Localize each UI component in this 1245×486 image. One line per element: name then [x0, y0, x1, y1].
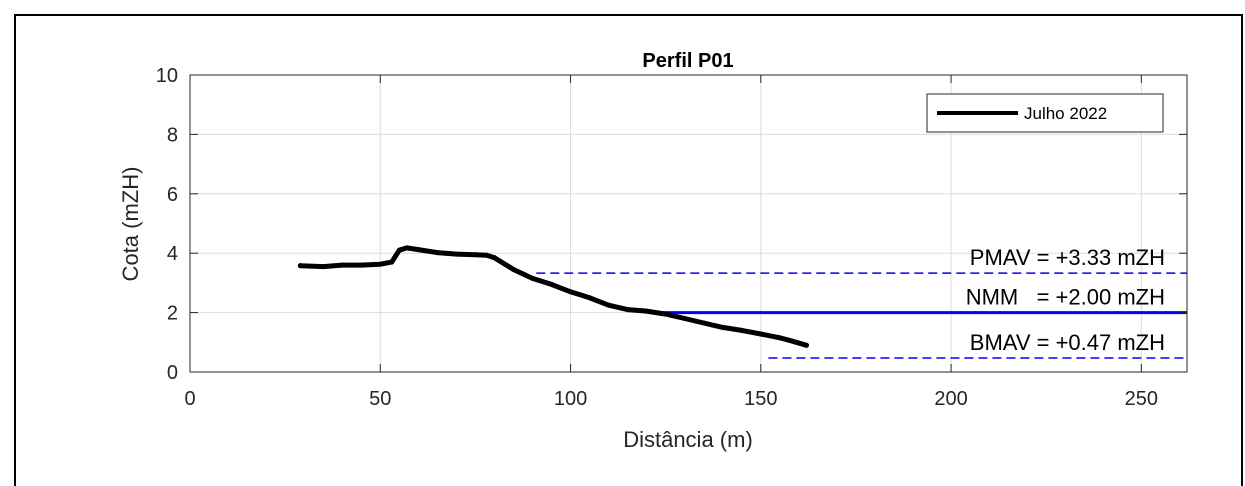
reference-line-label: NMM = +2.00 mZH — [966, 285, 1165, 310]
y-tick-label: 6 — [167, 184, 178, 206]
figure-frame — [14, 14, 1243, 486]
y-tick-label: 4 — [167, 243, 178, 265]
y-tick-label: 10 — [156, 65, 178, 87]
plot-box — [189, 74, 1188, 373]
x-tick-label: 100 — [554, 388, 587, 410]
data-point — [625, 307, 631, 313]
y-axis-label: Cota (mZH) — [118, 167, 143, 282]
data-point — [491, 255, 497, 261]
ticks: 0 50 100 150 200 250 0 2 4 6 8 10 — [156, 65, 1187, 410]
y-tick-label: 8 — [167, 124, 178, 146]
data-point — [484, 252, 490, 258]
profile-chart: 0 50 100 150 200 250 0 2 4 6 8 10 PMAV = +3.33 mZH N… — [118, 50, 1188, 452]
legend: Julho 2022 — [926, 93, 1164, 133]
data-point — [415, 247, 421, 253]
data-point — [510, 267, 516, 273]
reference-lines — [536, 272, 1187, 359]
data-point — [396, 247, 402, 253]
data-point — [404, 245, 410, 251]
y-tick-label: 0 — [167, 362, 178, 384]
x-axis-label: Distância (m) — [623, 427, 753, 452]
data-point — [663, 311, 669, 317]
data-point — [682, 316, 688, 322]
x-tick-label: 150 — [744, 388, 777, 410]
data-point — [803, 342, 809, 348]
data-point — [434, 250, 440, 256]
data-point — [320, 264, 326, 270]
data-point — [358, 262, 364, 268]
data-point — [644, 308, 650, 314]
x-tick-label: 200 — [934, 388, 967, 410]
reference-line-label: PMAV = +3.33 mZH — [970, 245, 1165, 270]
data-point — [453, 251, 459, 257]
data-point — [739, 327, 745, 333]
data-point — [472, 252, 478, 258]
data-point — [788, 338, 794, 344]
y-tick-label: 2 — [167, 303, 178, 325]
data-point — [587, 295, 593, 301]
data-point — [777, 335, 783, 341]
data-point — [549, 281, 555, 287]
data-point — [701, 320, 707, 326]
x-tick-label: 250 — [1125, 388, 1158, 410]
data-point — [606, 302, 612, 308]
data-point — [758, 331, 764, 337]
x-tick-label: 0 — [184, 388, 195, 410]
data-point — [568, 289, 574, 295]
x-tick-label: 50 — [369, 388, 391, 410]
data-point — [529, 275, 535, 281]
chart-title: Perfil P01 — [642, 50, 733, 72]
data-point — [389, 259, 395, 265]
series-layer — [297, 245, 809, 348]
data-point — [377, 261, 383, 267]
legend-entry-label: Julho 2022 — [1024, 104, 1107, 123]
data-point — [297, 263, 303, 269]
data-point — [720, 324, 726, 330]
data-point — [339, 262, 345, 268]
annotations: PMAV = +3.33 mZH NMM = +2.00 mZH BMAV = +0… — [966, 245, 1165, 355]
reference-line-label: BMAV = +0.47 mZH — [970, 330, 1165, 355]
